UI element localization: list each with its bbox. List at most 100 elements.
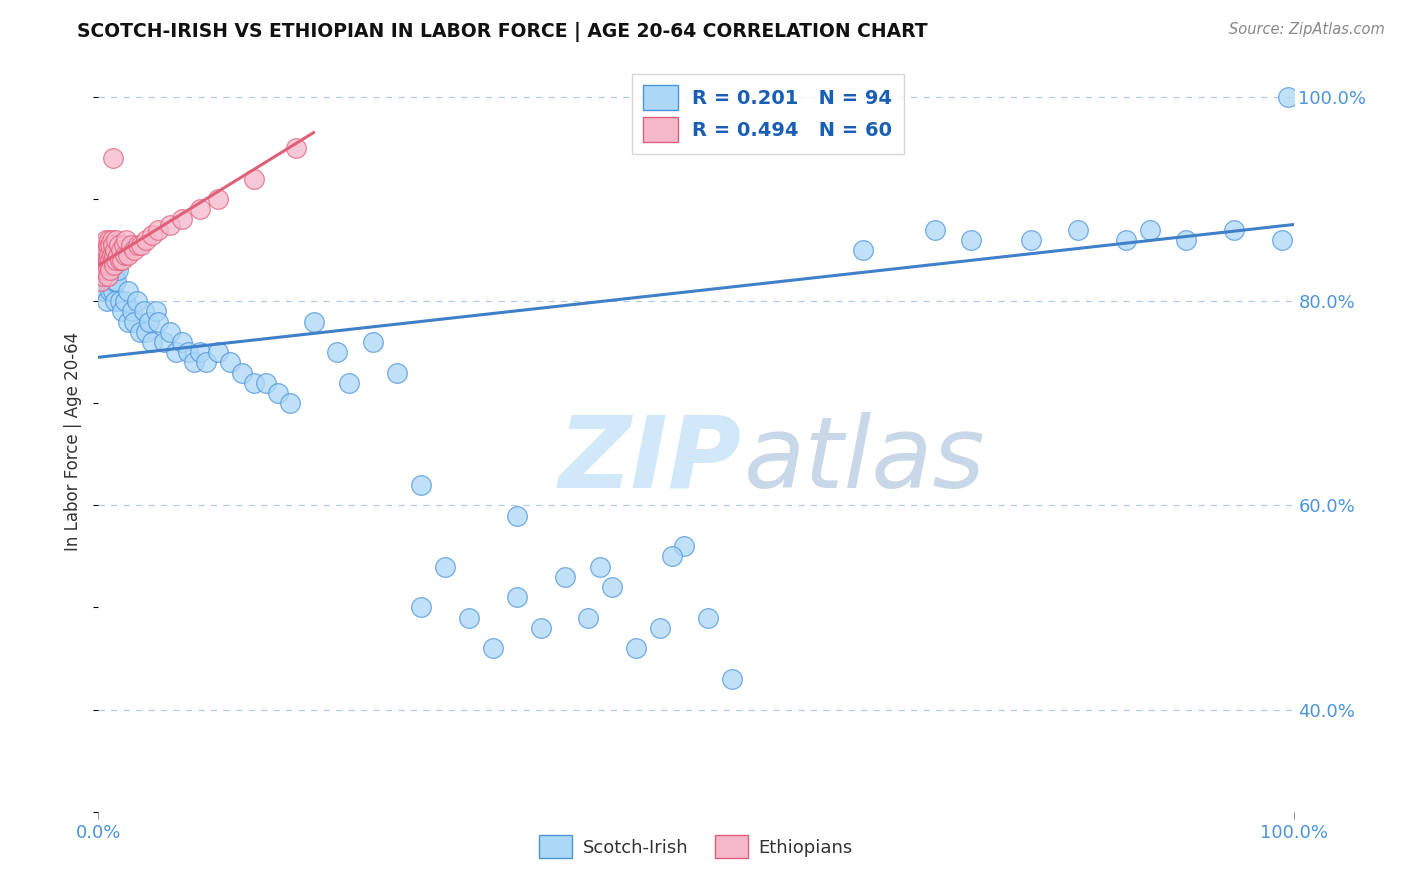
Point	[91, 274, 114, 288]
Legend: Scotch-Irish, Ethiopians: Scotch-Irish, Ethiopians	[531, 828, 860, 865]
Point	[124, 243, 146, 257]
Point	[97, 243, 120, 257]
Point	[661, 549, 683, 564]
Point	[103, 259, 125, 273]
Point	[924, 222, 946, 236]
Point	[97, 268, 120, 283]
Point	[141, 334, 163, 349]
Point	[96, 259, 118, 273]
Point	[267, 386, 290, 401]
Point	[98, 248, 121, 262]
Point	[93, 274, 115, 288]
Point	[172, 334, 194, 349]
Point	[91, 259, 114, 273]
Point	[141, 227, 163, 242]
Point	[104, 243, 127, 257]
Point	[91, 284, 114, 298]
Point	[411, 478, 433, 492]
Point	[125, 294, 148, 309]
Point	[93, 238, 115, 252]
Point	[284, 141, 307, 155]
Point	[1139, 222, 1161, 236]
Point	[97, 253, 120, 268]
Point	[153, 334, 176, 349]
Point	[135, 233, 157, 247]
Point	[117, 284, 139, 298]
Point	[110, 243, 132, 257]
Point	[98, 238, 122, 252]
Point	[960, 233, 983, 247]
Point	[363, 334, 385, 349]
Point	[1271, 233, 1294, 247]
Point	[111, 304, 134, 318]
Point	[91, 253, 114, 268]
Point	[1019, 233, 1042, 247]
Point	[98, 259, 121, 273]
Point	[98, 253, 121, 268]
Point	[254, 376, 277, 390]
Point	[96, 294, 118, 309]
Point	[96, 243, 118, 257]
Point	[148, 314, 170, 328]
Point	[1223, 222, 1246, 236]
Point	[145, 304, 167, 318]
Point	[207, 345, 229, 359]
Point	[100, 248, 122, 262]
Point	[98, 263, 122, 277]
Point	[115, 233, 138, 247]
Point	[90, 274, 112, 288]
Point	[91, 253, 114, 268]
Point	[177, 345, 200, 359]
Point	[481, 641, 505, 656]
Point	[103, 274, 125, 288]
Point	[98, 274, 121, 288]
Point	[101, 253, 124, 268]
Point	[91, 243, 114, 257]
Point	[107, 263, 129, 277]
Point	[1277, 90, 1299, 104]
Point	[89, 259, 111, 273]
Point	[578, 610, 600, 624]
Point	[93, 284, 115, 298]
Point	[159, 325, 181, 339]
Point	[602, 580, 624, 594]
Point	[96, 248, 118, 262]
Point	[554, 570, 576, 584]
Point	[100, 253, 122, 268]
Point	[105, 253, 128, 268]
Text: ZIP: ZIP	[558, 411, 741, 508]
Point	[101, 151, 124, 165]
Point	[108, 294, 131, 309]
Point	[105, 233, 128, 247]
Point	[91, 263, 114, 277]
Point	[132, 304, 155, 318]
Point	[117, 314, 139, 328]
Point	[104, 263, 127, 277]
Point	[589, 559, 612, 574]
Point	[131, 238, 153, 252]
Point	[626, 641, 648, 656]
Point	[129, 325, 152, 339]
Point	[112, 238, 135, 252]
Point	[100, 233, 122, 247]
Point	[326, 345, 349, 359]
Point	[138, 314, 160, 328]
Point	[91, 263, 114, 277]
Point	[94, 233, 117, 247]
Point	[105, 274, 128, 288]
Point	[1175, 233, 1198, 247]
Point	[148, 222, 170, 236]
Point	[172, 212, 194, 227]
Point	[90, 263, 112, 277]
Text: SCOTCH-IRISH VS ETHIOPIAN IN LABOR FORCE | AGE 20-64 CORRELATION CHART: SCOTCH-IRISH VS ETHIOPIAN IN LABOR FORCE…	[77, 22, 928, 42]
Point	[188, 202, 211, 217]
Y-axis label: In Labor Force | Age 20-64: In Labor Force | Age 20-64	[65, 332, 83, 551]
Point	[98, 284, 122, 298]
Point	[101, 238, 124, 252]
Point	[93, 263, 115, 277]
Point	[107, 238, 129, 252]
Point	[91, 248, 114, 262]
Point	[96, 274, 118, 288]
Point	[96, 253, 118, 268]
Point	[648, 621, 672, 635]
